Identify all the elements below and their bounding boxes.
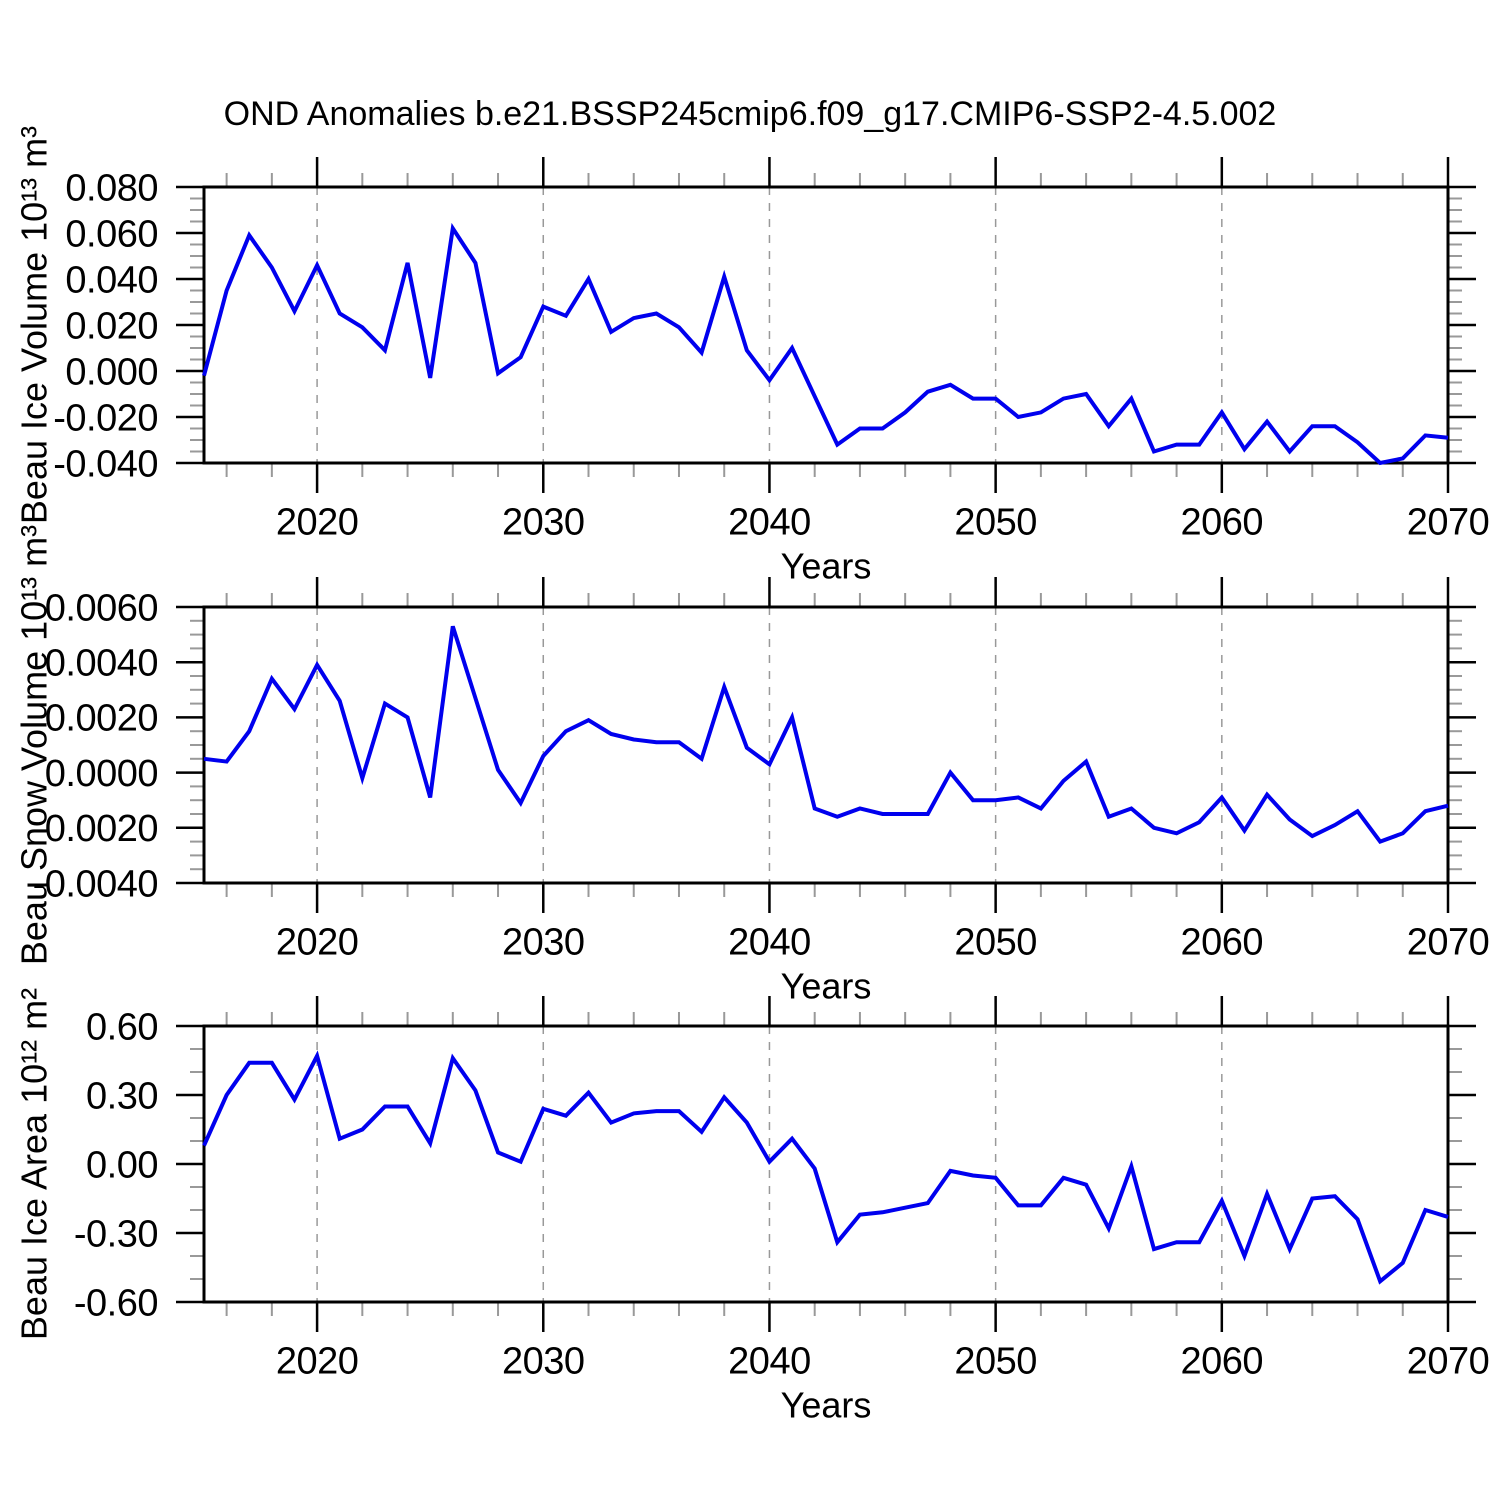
figure-title: OND Anomalies b.e21.BSSP245cmip6.f09_g17… [223,95,1277,133]
plot-frame [202,1024,1450,1304]
x-tick-label: 2040 [728,1340,811,1382]
y-tick-label: 0.0020 [45,698,158,740]
x-tick-label: 2050 [954,501,1037,543]
x-tick-label: 2030 [502,1340,585,1382]
y-tick-label: 0.0040 [45,643,158,685]
y-tick-label: 0.060 [65,213,158,255]
x-tick-label: 2020 [276,501,359,543]
x-tick-label: 2070 [1407,501,1490,543]
x-axis-title: Years [781,546,872,587]
x-tick-label: 2030 [502,921,585,963]
y-tick-label: 0.000 [65,351,158,393]
y-tick-label: 0.0060 [45,587,158,629]
y-axis-title: Beau Ice Area 10¹² m² [14,988,55,1340]
chart-beau-snow-volume: 0.0060 0.0040 0.0020 0.0000 -0.0020 -0.0040 20… [14,525,1490,1007]
x-tick-label: 2060 [1181,921,1264,963]
y-axis-title: Beau Ice Volume 10¹³ m³ [14,126,55,524]
y-tick-label: -0.0040 [33,863,158,905]
y-tick-label: -0.020 [53,397,158,439]
y-tick-label: -0.040 [53,443,158,485]
x-tick-label: 2070 [1407,921,1490,963]
y-tick-label: 0.040 [65,259,158,301]
x-tick-label: 2040 [728,501,811,543]
chart-beau-ice-area: 0.60 0.30 0.00 -0.30 -0.60 2020 2030 2040 2050 20… [14,988,1490,1426]
x-tick-label: 2050 [954,1340,1037,1382]
x-tick-label: 2030 [502,501,585,543]
y-tick-label: 0.30 [86,1075,158,1117]
x-tick-label: 2050 [954,921,1037,963]
beau-ice-area-line [202,1050,1449,1285]
beau-ice-volume-line [202,222,1449,466]
x-tick-label: 2020 [276,921,359,963]
y-tick-label: 0.60 [86,1006,158,1048]
x-axis-title: Years [781,966,872,1007]
x-tick-label: 2070 [1407,1340,1490,1382]
y-tick-label: -0.60 [74,1282,158,1324]
y-tick-label: 0.0000 [45,753,158,795]
plot-frame [202,185,1450,465]
y-axis-title: Beau Snow Volume 10¹³ m³ [14,525,55,965]
x-tick-label: 2020 [276,1340,359,1382]
x-tick-label: 2040 [728,921,811,963]
y-tick-label: -0.30 [74,1213,158,1255]
x-tick-label: 2060 [1181,1340,1264,1382]
beau-snow-volume-line [203,625,1449,844]
x-tick-label: 2060 [1181,501,1264,543]
y-tick-label: 0.00 [86,1144,158,1186]
plot-frame [202,605,1450,885]
y-tick-label: -0.0020 [33,808,158,850]
x-axis-title: Years [781,1385,872,1426]
y-tick-label: 0.080 [65,167,158,209]
y-tick-label: 0.020 [65,305,158,347]
